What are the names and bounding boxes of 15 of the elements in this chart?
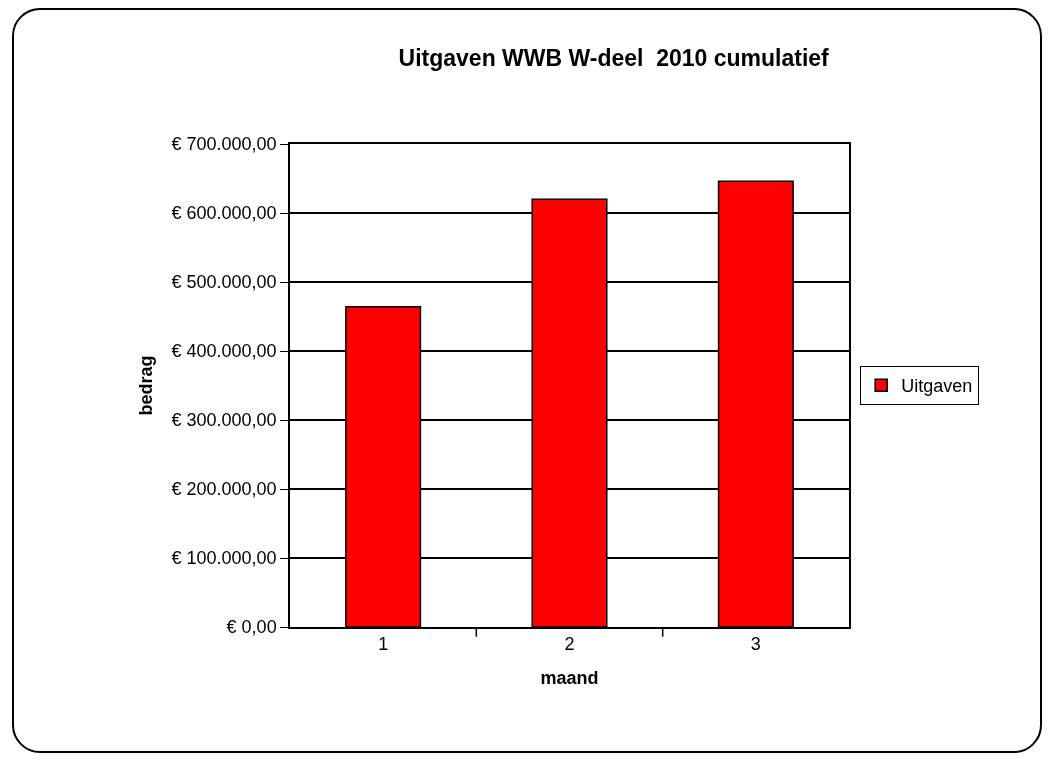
chart-title: Uitgaven WWB W-deel 2010 cumulatief bbox=[398, 44, 830, 71]
x-tick-label: 2 bbox=[564, 634, 575, 655]
y-tick-label: € 600.000,00 bbox=[171, 203, 277, 224]
y-tick-label: € 400.000,00 bbox=[171, 341, 277, 362]
x-tick-label: 3 bbox=[750, 634, 761, 655]
legend-label: Uitgaven bbox=[901, 376, 973, 397]
x-tick-label: 1 bbox=[378, 634, 389, 655]
y-axis-title: bedrag bbox=[136, 355, 157, 416]
y-tick-label: € 300.000,00 bbox=[171, 410, 277, 431]
y-tick-label: € 500.000,00 bbox=[171, 272, 277, 293]
y-tick-label: € 0,00 bbox=[226, 617, 277, 638]
y-tick-label: € 700.000,00 bbox=[171, 134, 277, 155]
y-tick-label: € 100.000,00 bbox=[171, 548, 277, 569]
y-tick-label: € 200.000,00 bbox=[171, 479, 277, 500]
x-axis-title: maand bbox=[540, 667, 599, 688]
